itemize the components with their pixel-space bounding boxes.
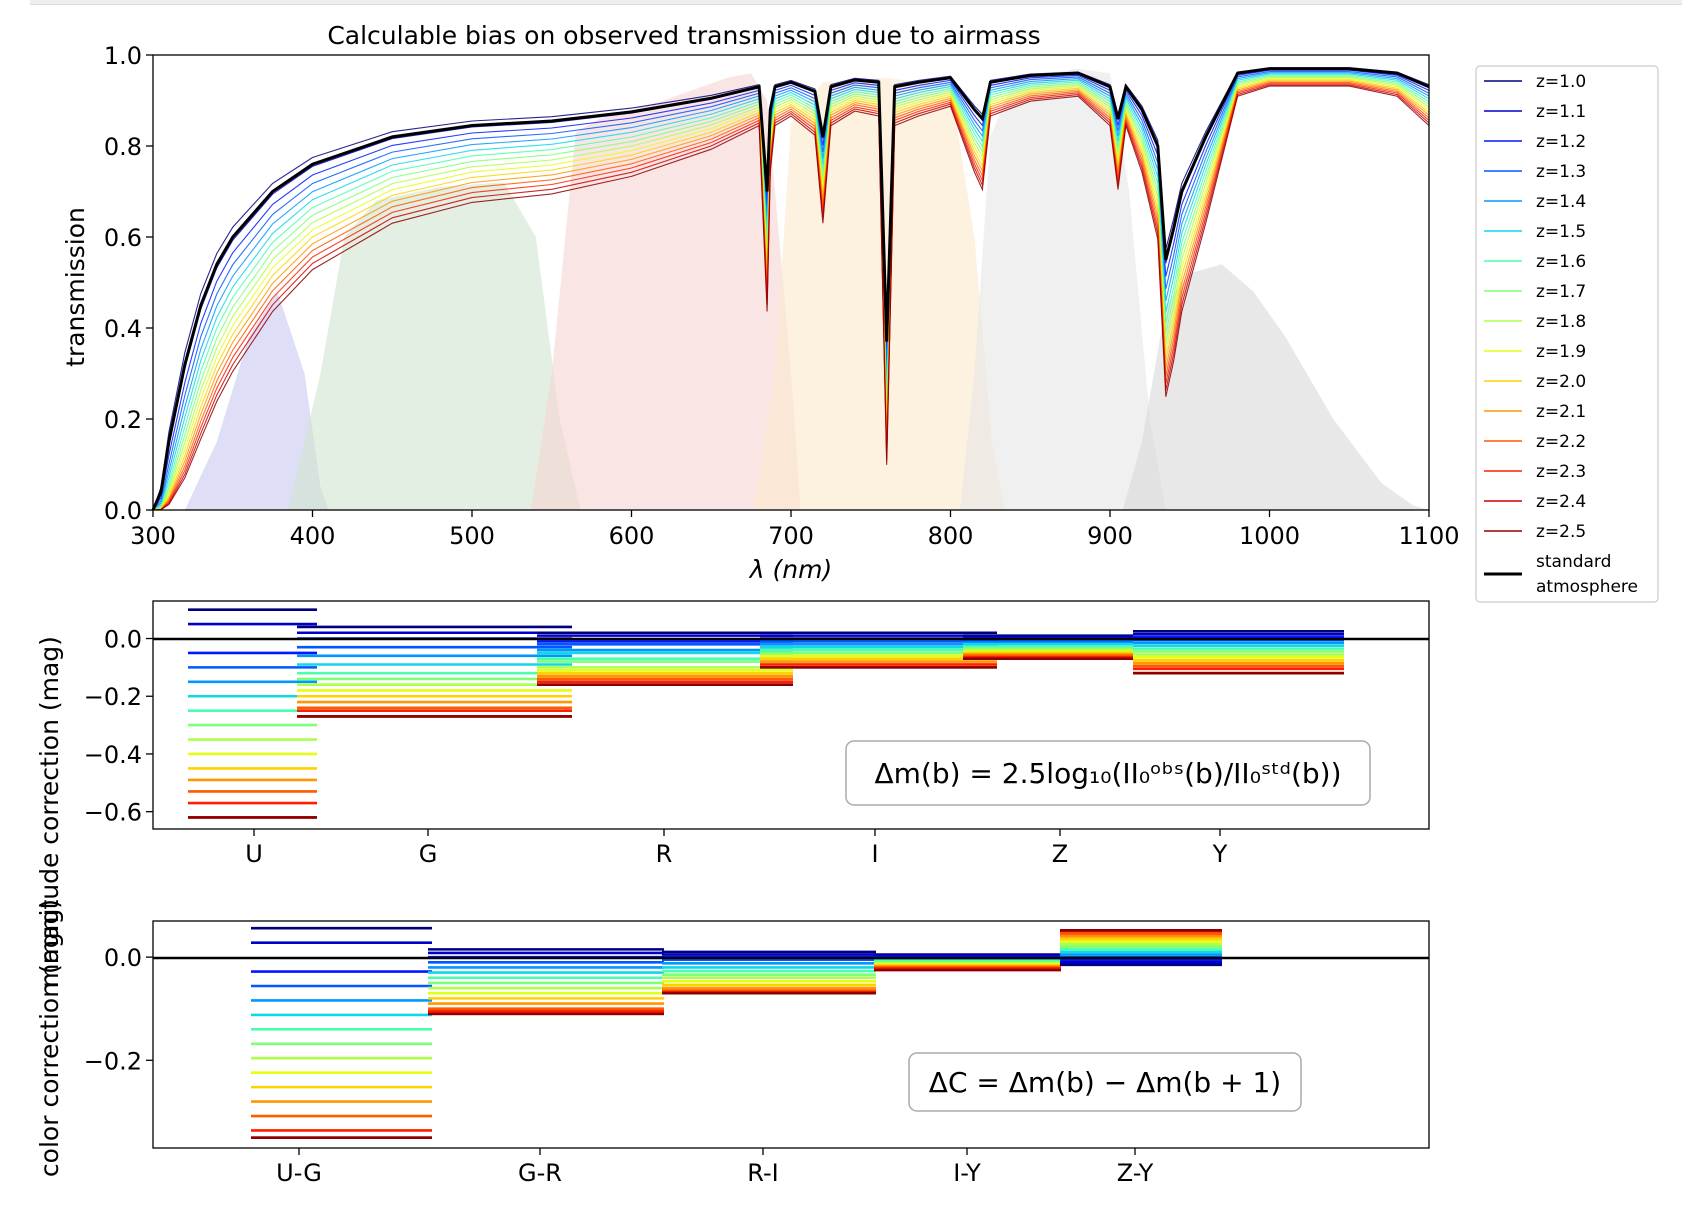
legend-entry-label: z=1.9 <box>1536 342 1586 362</box>
y-tick-label: −0.4 <box>84 741 142 769</box>
y-tick-label: 0.2 <box>104 406 142 434</box>
x-tick-label: 700 <box>768 522 814 550</box>
y-tick-label: 0.0 <box>104 944 142 972</box>
x-tick-label: 400 <box>290 522 336 550</box>
y-axis-label: color correction (mag) <box>35 899 64 1177</box>
filter-band-u <box>184 291 329 510</box>
magnitude-correction-panel: 0.0 −0.2 −0.4 −0.6 U G R I Z Y magnitude correct… <box>35 600 1430 988</box>
legend-entry-label: z=1.2 <box>1536 132 1586 152</box>
x-tick-label: 900 <box>1087 522 1133 550</box>
y-tick-label: 0.6 <box>104 224 142 252</box>
legend-entry-label: z=1.0 <box>1536 72 1586 92</box>
filter-band-r <box>531 73 801 510</box>
y-tick-label: −0.6 <box>84 799 142 827</box>
legend-entry-label: z=1.5 <box>1536 222 1586 242</box>
x-category-label: R <box>656 840 673 868</box>
legend-entry-label: z=2.4 <box>1536 492 1586 512</box>
filter-band-y <box>1122 264 1429 510</box>
standard-atmosphere-line <box>151 67 1430 511</box>
y-tick-label: −0.2 <box>84 1047 142 1075</box>
x-tick-label: 300 <box>130 522 176 550</box>
magnitude-correction-bars <box>188 608 1344 819</box>
legend-entry-label: z=1.4 <box>1536 192 1586 212</box>
legend-entry-label: standard <box>1536 552 1611 572</box>
legend-entry-label: z=2.2 <box>1536 432 1586 452</box>
x-category-label: I-Y <box>953 1159 981 1187</box>
legend-box <box>1475 65 1659 603</box>
notebook-cell-border <box>30 0 1682 5</box>
color-correction-panel: 0.0 −0.2 U-G G-R R-I I-Y Z-Y color correction… <box>35 899 1430 1187</box>
x-tick-label: 1000 <box>1239 522 1300 550</box>
x-tick-label: 800 <box>928 522 974 550</box>
y-axis-label: magnitude correction (mag) <box>35 636 64 988</box>
y-tick-label: 0.8 <box>104 133 142 161</box>
x-category-label: Z-Y <box>1117 1159 1154 1187</box>
x-category-label: G <box>419 840 438 868</box>
x-category-label: R-I <box>747 1159 778 1187</box>
y-tick-label: 0.0 <box>104 626 142 654</box>
standard-atmosphere-curve <box>151 67 1430 511</box>
x-category-label: Y <box>1212 840 1228 868</box>
x-category-label: G-R <box>518 1159 562 1187</box>
formula-text: ΔC = Δm(b) − Δm(b + 1) <box>929 1066 1281 1099</box>
x-category-label: I <box>871 840 878 868</box>
x-category-label: U <box>245 840 263 868</box>
formula-box: ΔC = Δm(b) − Δm(b + 1) <box>908 1052 1302 1112</box>
filter-band-z <box>960 68 1166 510</box>
legend-entry-label: z=2.1 <box>1536 402 1586 422</box>
x-tick-label: 1100 <box>1398 522 1459 550</box>
y-axis-ticks: 0.0 −0.2 <box>84 944 153 1075</box>
plot-frame <box>152 600 1430 830</box>
x-axis-ticks: 300 400 500 600 700 800 900 1000 1100 <box>130 510 1460 550</box>
legend-entry-label: z=1.7 <box>1536 282 1586 302</box>
legend-entry-label: z=2.5 <box>1536 522 1586 542</box>
x-category-label: Z <box>1052 840 1068 868</box>
airmass-curve-1 <box>152 67 1430 511</box>
legend-entry-label: z=2.3 <box>1536 462 1586 482</box>
y-tick-label: −0.2 <box>84 683 142 711</box>
legend-entry-label: z=1.6 <box>1536 252 1586 272</box>
legend-entry-label: z=2.0 <box>1536 372 1586 392</box>
filter-band-i <box>752 77 1005 511</box>
legend-entry-label: z=1.1 <box>1536 102 1586 122</box>
x-tick-label: 500 <box>449 522 495 550</box>
x-tick-label: 600 <box>609 522 655 550</box>
y-axis-label: transmission <box>61 207 90 367</box>
transmission-panel: Calculable bias on observed transmission… <box>61 21 1659 603</box>
x-axis-categories: U-G G-R R-I I-Y Z-Y <box>276 1148 1154 1187</box>
legend: z=1.0 z=1.1 z=1.2 z=1.3 z=1.4 z=1.5 z=1.6 z=1.7… <box>1475 65 1659 603</box>
x-axis-label: λ (nm) <box>748 555 832 584</box>
x-category-label: U-G <box>276 1159 322 1187</box>
y-axis-ticks: 0.0 0.2 0.4 0.6 0.8 1.0 <box>104 42 153 525</box>
y-tick-label: 0.0 <box>104 497 142 525</box>
legend-entry-label: z=1.3 <box>1536 162 1586 182</box>
filter-band-g <box>288 182 581 510</box>
formula-text: Δm(b) = 2.5log₁₀(II₀ᵒᵇˢ(b)/II₀ˢᵗᵈ(b)) <box>874 757 1341 790</box>
y-tick-label: 0.4 <box>104 315 142 343</box>
y-tick-label: 1.0 <box>104 42 142 70</box>
plot-frame <box>152 920 1430 1149</box>
chart-title: Calculable bias on observed transmission… <box>327 21 1040 50</box>
legend-entry-label: atmosphere <box>1536 577 1638 597</box>
formula-box: Δm(b) = 2.5log₁₀(II₀ᵒᵇˢ(b)/II₀ˢᵗᵈ(b)) <box>845 740 1371 806</box>
filter-bands <box>184 68 1429 511</box>
y-axis-ticks: 0.0 −0.2 −0.4 −0.6 <box>84 626 153 827</box>
legend-entry-label: z=1.8 <box>1536 312 1586 332</box>
